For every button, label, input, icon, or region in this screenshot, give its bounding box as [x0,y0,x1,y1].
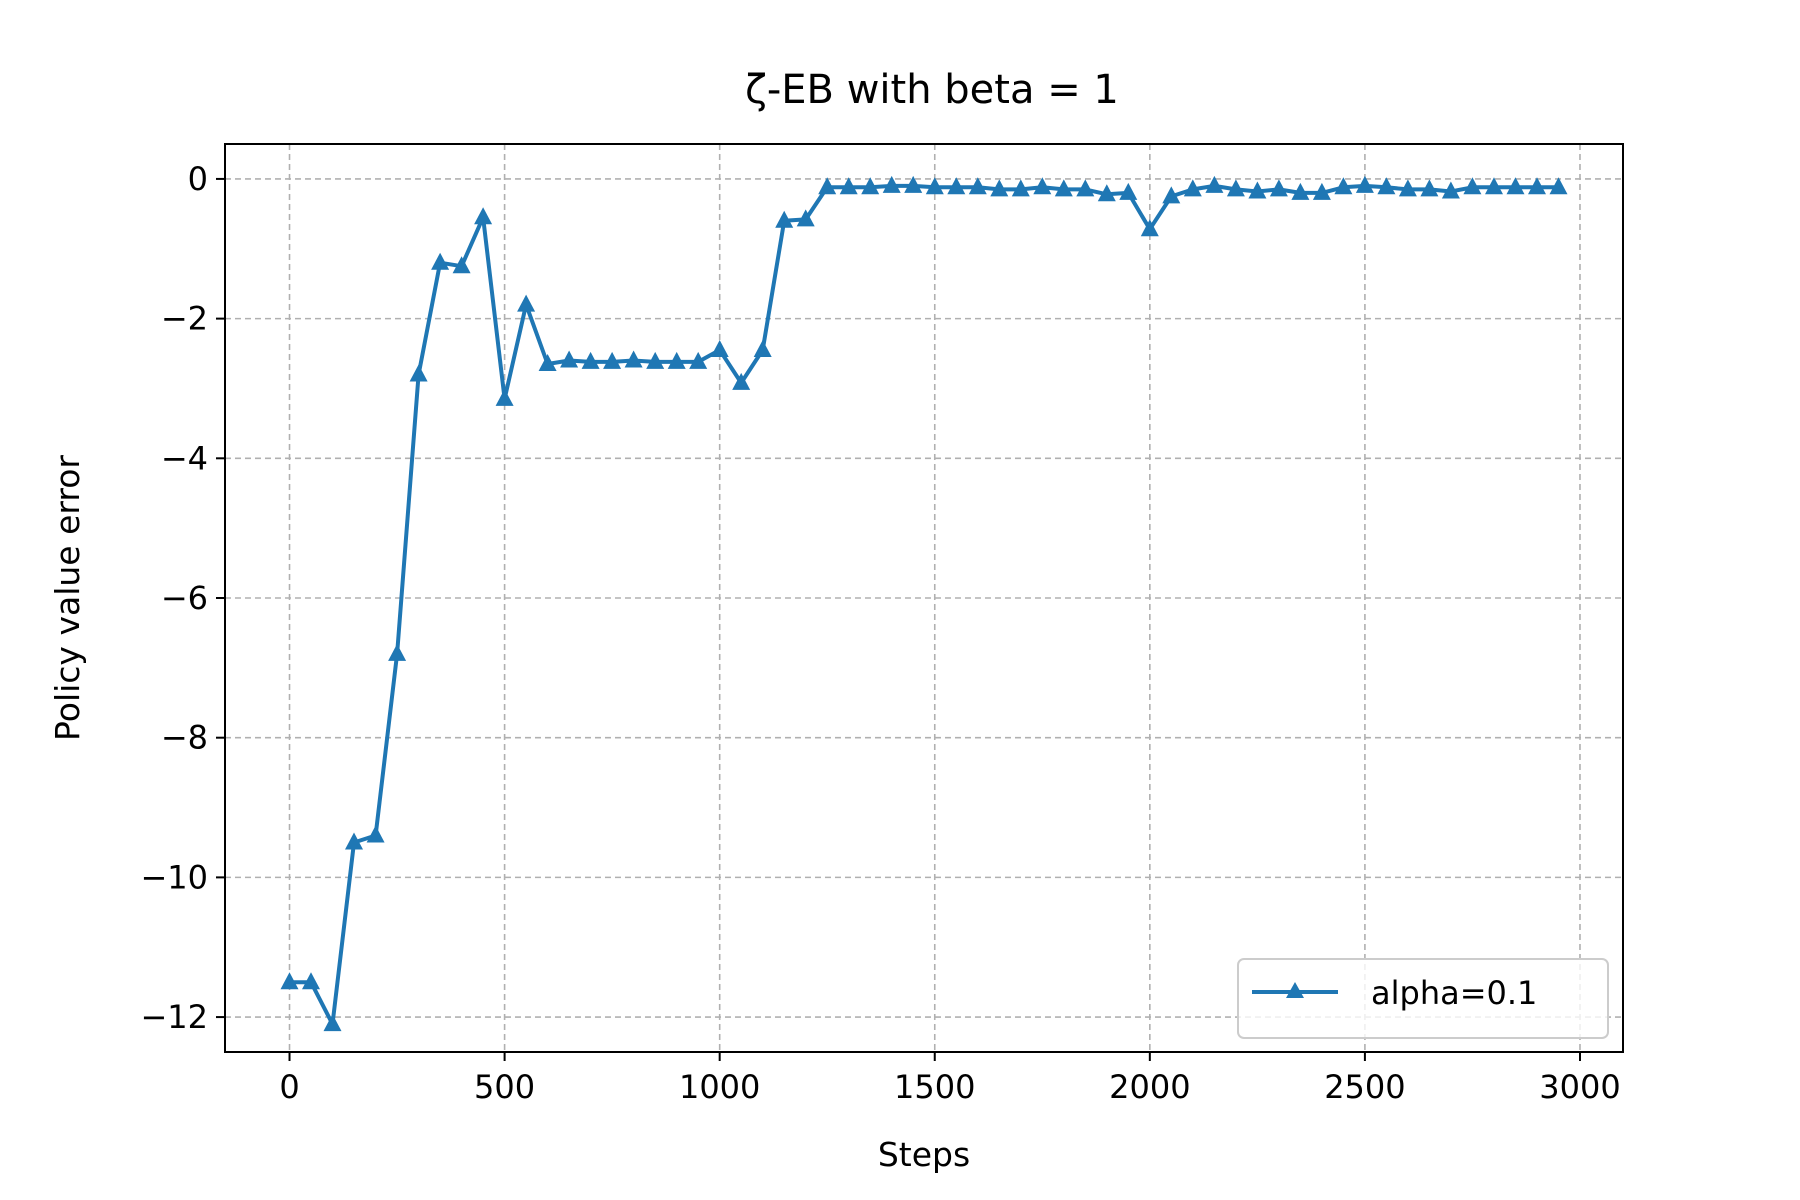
x-tick-label: 0 [279,1068,299,1106]
y-tick-label: −12 [140,998,208,1036]
x-tick-label: 2500 [1324,1068,1405,1106]
data-point-marker [1119,182,1138,200]
data-point-marker [560,350,579,368]
y-axis-label: Policy value error [48,455,87,741]
data-point-marker [1054,179,1073,197]
data-point-marker [990,179,1009,197]
legend: alpha=0.1 [1237,958,1609,1039]
data-point-marker [1140,219,1159,237]
data-point-marker [925,177,944,195]
data-point-marker [1226,179,1245,197]
y-tick-label: 0 [188,160,208,198]
data-point-marker [452,256,471,274]
x-axis-label: Steps [878,1135,970,1174]
data-point-marker [345,832,363,850]
data-point-marker [495,388,514,406]
data-point-marker [753,340,772,357]
data-point-marker [1528,177,1546,195]
data-point-marker [1269,179,1288,197]
data-point-marker [431,252,450,270]
plot-area [280,175,1568,1032]
data-point-marker [1441,181,1460,199]
data-point-marker [904,175,923,193]
y-tick-label: −6 [161,579,208,617]
data-point-marker [474,207,493,225]
data-point-marker [968,177,987,195]
data-point-marker [1420,179,1439,197]
data-point-marker [1291,182,1310,200]
data-point-marker [646,351,665,369]
legend-label: alpha=0.1 [1371,974,1537,1012]
data-point-marker [323,1014,342,1032]
data-point-marker [1205,175,1224,193]
legend-marker-triangle [1286,982,1304,998]
data-point-marker [302,972,320,990]
data-point-marker [796,209,815,227]
data-point-marker [538,354,557,371]
chart-title: ζ-EB with beta = 1 [745,67,1119,113]
data-point-marker [667,351,686,369]
data-point-marker [775,210,794,228]
data-point-marker [818,177,837,195]
data-point-marker [603,351,622,369]
data-point-marker [1312,182,1331,200]
data-point-marker [624,350,643,368]
data-point-marker [1162,186,1181,204]
data-point-marker [839,177,858,195]
data-point-marker [1506,177,1525,195]
data-point-marker [1355,175,1374,193]
data-point-marker [1097,184,1116,202]
x-tick-label: 1000 [679,1068,760,1106]
legend-box [1237,958,1609,1039]
data-point-marker [366,825,385,843]
data-point-marker [1463,177,1482,195]
data-point-marker [280,972,299,990]
y-axis-ticks: 0 −2 −4 −6 −8 −10 −12 [140,160,225,1036]
grid [225,144,1623,1052]
data-point-marker [1011,179,1030,197]
data-point-marker [861,177,880,195]
data-point-marker [1334,177,1353,195]
data-point-marker [517,294,536,312]
data-point-marker [1248,181,1267,199]
x-tick-label: 1500 [894,1068,975,1106]
data-point-marker [1549,177,1568,195]
data-point-marker [1076,179,1095,197]
data-point-marker [710,340,729,357]
y-tick-label: −2 [161,300,208,338]
data-point-marker [388,643,407,661]
data-point-marker [1033,177,1052,195]
data-point-marker [581,351,600,369]
data-point-marker [1377,177,1396,195]
x-tick-label: 3000 [1539,1068,1620,1106]
data-point-marker [1183,179,1202,197]
x-tick-label: 500 [474,1068,535,1106]
data-point-marker [947,177,966,195]
data-point-marker [732,372,751,390]
y-tick-label: −10 [140,858,208,896]
x-tick-label: 2000 [1109,1068,1190,1106]
data-point-marker [409,364,428,382]
x-axis-ticks: 0 500 1000 1500 2000 2500 3000 [279,1052,1621,1106]
data-point-marker [689,351,708,369]
data-point-marker [1485,177,1503,195]
data-point-marker [1398,179,1417,197]
data-point-marker [882,175,901,193]
y-tick-label: −4 [161,439,208,477]
y-tick-label: −8 [161,719,208,757]
